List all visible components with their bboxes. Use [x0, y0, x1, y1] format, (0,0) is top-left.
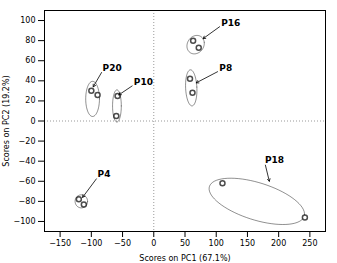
svg-text:P10: P10: [134, 77, 153, 87]
svg-text:−50: −50: [114, 239, 131, 248]
svg-text:−100: −100: [14, 217, 36, 226]
svg-text:60: 60: [25, 56, 35, 65]
svg-text:40: 40: [25, 76, 35, 85]
svg-text:0: 0: [30, 117, 35, 126]
svg-text:−60: −60: [19, 177, 36, 186]
svg-text:−150: −150: [49, 239, 71, 248]
svg-text:Scores on PC2 (19.2%): Scores on PC2 (19.2%): [2, 75, 11, 166]
svg-text:250: 250: [302, 239, 317, 248]
svg-text:P20: P20: [103, 63, 122, 73]
svg-text:−20: −20: [19, 137, 36, 146]
svg-text:0: 0: [151, 239, 156, 248]
svg-text:100: 100: [20, 16, 35, 25]
svg-text:−100: −100: [80, 239, 102, 248]
svg-text:P18: P18: [265, 155, 284, 165]
svg-text:80: 80: [25, 36, 35, 45]
svg-text:150: 150: [240, 239, 255, 248]
svg-text:50: 50: [180, 239, 190, 248]
svg-text:−80: −80: [19, 197, 36, 206]
svg-text:P16: P16: [221, 18, 240, 28]
svg-text:Scores on PC1 (67.1%): Scores on PC1 (67.1%): [139, 254, 230, 263]
svg-text:P8: P8: [219, 63, 232, 73]
svg-text:P4: P4: [98, 169, 111, 179]
svg-text:200: 200: [271, 239, 286, 248]
svg-text:20: 20: [25, 96, 35, 105]
svg-text:−40: −40: [19, 157, 36, 166]
svg-text:100: 100: [209, 239, 224, 248]
